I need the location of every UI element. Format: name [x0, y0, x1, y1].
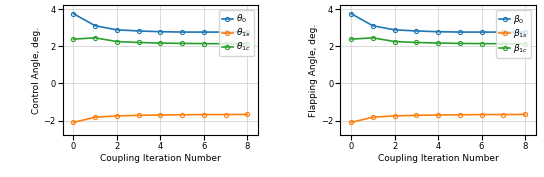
- $\theta_0$: [92, 25, 98, 27]
- Legend: $\beta_0$, $\beta_{1s}$, $\beta_{1c}$: $\beta_0$, $\beta_{1s}$, $\beta_{1c}$: [496, 10, 531, 58]
- $\beta_{1c}$: [456, 42, 463, 44]
- $\beta_0$: [435, 31, 441, 33]
- $\theta_{1c}$: [135, 41, 142, 44]
- $\theta_0$: [114, 29, 120, 31]
- $\beta_{1s}$: [391, 115, 398, 117]
- $\theta_{1s}$: [222, 113, 229, 116]
- $\beta_{1s}$: [478, 113, 485, 116]
- X-axis label: Coupling Iteration Number: Coupling Iteration Number: [378, 154, 498, 163]
- $\beta_{1c}$: [369, 37, 376, 39]
- $\theta_{1s}$: [135, 114, 142, 116]
- $\theta_{1c}$: [114, 41, 120, 43]
- $\theta_{1c}$: [222, 43, 229, 45]
- Y-axis label: Flapping Angle, deg.: Flapping Angle, deg.: [310, 24, 318, 117]
- $\beta_0$: [348, 13, 354, 15]
- $\theta_{1c}$: [244, 43, 251, 45]
- $\beta_{1c}$: [522, 43, 528, 45]
- $\theta_0$: [222, 31, 229, 33]
- Line: $\beta_{1c}$: $\beta_{1c}$: [349, 36, 527, 46]
- $\beta_0$: [413, 30, 419, 32]
- Legend: $\theta_0$, $\theta_{1s}$, $\theta_{1c}$: $\theta_0$, $\theta_{1s}$, $\theta_{1c}$: [219, 10, 254, 56]
- $\beta_{1c}$: [435, 42, 441, 44]
- $\beta_{1s}$: [348, 121, 354, 124]
- $\beta_0$: [391, 29, 398, 31]
- $\beta_{1c}$: [391, 41, 398, 43]
- Line: $\beta_{1s}$: $\beta_{1s}$: [349, 112, 527, 124]
- X-axis label: Coupling Iteration Number: Coupling Iteration Number: [100, 154, 221, 163]
- $\beta_{1c}$: [478, 42, 485, 45]
- $\theta_{1s}$: [244, 113, 251, 115]
- $\beta_0$: [478, 31, 485, 33]
- $\theta_{1c}$: [179, 42, 186, 44]
- $\beta_{1c}$: [413, 41, 419, 44]
- $\beta_{1s}$: [456, 114, 463, 116]
- $\beta_{1s}$: [435, 114, 441, 116]
- $\theta_{1c}$: [70, 38, 77, 40]
- $\beta_{1s}$: [522, 113, 528, 115]
- $\theta_{1s}$: [201, 113, 207, 116]
- Y-axis label: Control Angle, deg.: Control Angle, deg.: [32, 27, 41, 114]
- $\theta_{1s}$: [114, 115, 120, 117]
- $\theta_0$: [157, 31, 164, 33]
- $\beta_{1c}$: [500, 43, 506, 45]
- $\beta_0$: [522, 31, 528, 33]
- $\theta_{1c}$: [92, 37, 98, 39]
- $\beta_{1s}$: [369, 116, 376, 118]
- $\theta_0$: [201, 31, 207, 33]
- $\theta_0$: [135, 30, 142, 32]
- $\theta_{1c}$: [201, 42, 207, 45]
- $\beta_0$: [456, 31, 463, 33]
- $\beta_0$: [369, 25, 376, 27]
- Line: $\theta_0$: $\theta_0$: [71, 12, 249, 34]
- $\theta_{1s}$: [179, 114, 186, 116]
- $\theta_{1s}$: [157, 114, 164, 116]
- $\beta_{1c}$: [348, 38, 354, 40]
- $\theta_0$: [70, 13, 77, 15]
- $\theta_{1s}$: [92, 116, 98, 118]
- Line: $\beta_0$: $\beta_0$: [349, 12, 527, 34]
- $\beta_{1s}$: [500, 113, 506, 116]
- $\theta_0$: [244, 31, 251, 33]
- $\theta_{1s}$: [70, 121, 77, 124]
- $\beta_{1s}$: [413, 114, 419, 116]
- Line: $\theta_{1s}$: $\theta_{1s}$: [71, 112, 249, 124]
- $\theta_{1c}$: [157, 42, 164, 44]
- $\theta_0$: [179, 31, 186, 33]
- $\beta_0$: [500, 31, 506, 33]
- Line: $\theta_{1c}$: $\theta_{1c}$: [71, 36, 249, 46]
